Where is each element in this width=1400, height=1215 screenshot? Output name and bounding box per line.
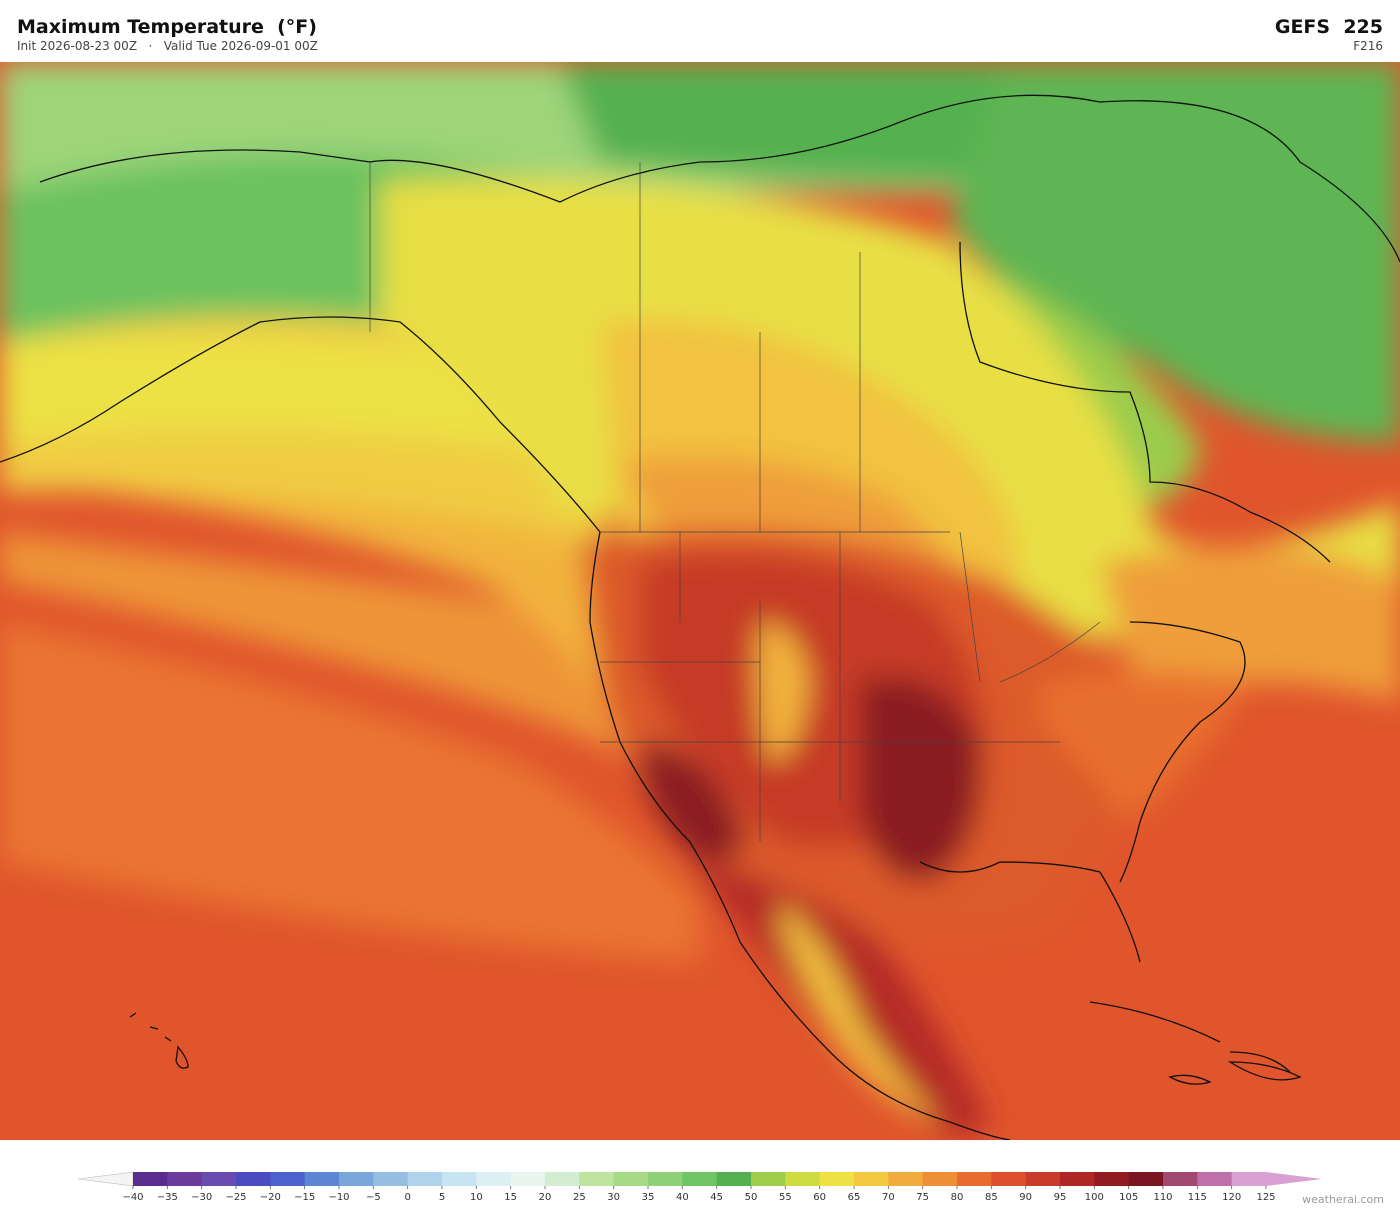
colorbar-bin — [270, 1172, 306, 1186]
colorbar-tick-label: 110 — [1153, 1192, 1172, 1203]
colorbar: −40 −35 −30 −25 −20 −15 −10 −5 0 5 10 15 20 25 30 35 40 4… — [77, 1171, 1322, 1203]
colorbar-tick-label: −40 — [122, 1192, 143, 1203]
colorbar-tick-label: −10 — [328, 1192, 349, 1203]
colorbar-bin — [476, 1172, 512, 1186]
colorbar-tick-label: 60 — [813, 1192, 826, 1203]
credit: weatherai.com — [1302, 1193, 1384, 1206]
colorbar-tick-label: 105 — [1119, 1192, 1138, 1203]
colorbar-bin — [716, 1172, 752, 1186]
colorbar-tick-label: 5 — [439, 1192, 445, 1203]
colorbar-bin — [888, 1172, 924, 1186]
temperature-field — [0, 62, 1400, 1140]
colorbar-bin — [201, 1172, 237, 1186]
map — [0, 62, 1400, 1140]
colorbar-tick-label: 25 — [573, 1192, 586, 1203]
colorbar-bin — [579, 1172, 615, 1186]
colorbar-tick-label: 120 — [1222, 1192, 1241, 1203]
borders — [369, 162, 1101, 842]
colorbar-tick-label: −30 — [191, 1192, 212, 1203]
colorbar-tick-label: 115 — [1188, 1192, 1207, 1203]
colorbar-tick-label: 85 — [985, 1192, 998, 1203]
colorbar-tick-label: −15 — [294, 1192, 315, 1203]
colorbar-bin — [991, 1172, 1027, 1186]
colorbar-bin — [1128, 1172, 1164, 1186]
colorbar-tick-label: 30 — [607, 1192, 620, 1203]
colorbar-tick-label: 50 — [745, 1192, 758, 1203]
colorbar-bin — [819, 1172, 855, 1186]
colorbar-tick-label: −35 — [157, 1192, 178, 1203]
colorbar-tick-label: 40 — [676, 1192, 689, 1203]
subtitle: Init 2026-08-23 00Z · Valid Tue 2026-09-… — [17, 39, 318, 53]
colorbar-bin — [1060, 1172, 1095, 1186]
colorbar-bin — [510, 1172, 546, 1186]
colorbar-under — [77, 1171, 134, 1187]
colorbar-bin — [648, 1172, 683, 1186]
colorbar-bin — [613, 1172, 649, 1186]
colorbar-tick-label: −20 — [260, 1192, 281, 1203]
colorbar-tick-label: −5 — [366, 1192, 381, 1203]
coastline — [0, 94, 1400, 1140]
colorbar-bin — [545, 1172, 580, 1186]
colorbar-bin — [1197, 1172, 1233, 1186]
colorbar-tick-label: 0 — [404, 1192, 410, 1203]
colorbar-tick-label: 55 — [779, 1192, 792, 1203]
colorbar-tick-label: 65 — [848, 1192, 861, 1203]
colorbar-tick-label: 80 — [951, 1192, 964, 1203]
colorbar-bin — [922, 1172, 958, 1186]
colorbar-bin — [1025, 1172, 1061, 1186]
colorbar-tick-label: −25 — [225, 1192, 246, 1203]
colorbar-tick-label: 95 — [1054, 1192, 1067, 1203]
colorbar-bin — [304, 1172, 340, 1186]
colorbar-tick-label: 45 — [710, 1192, 723, 1203]
colorbar-bin — [1163, 1172, 1198, 1186]
colorbar-tick-label: 20 — [539, 1192, 552, 1203]
colorbar-tick-label: 90 — [1019, 1192, 1032, 1203]
colorbar-bin — [236, 1172, 271, 1186]
colorbar-bin — [373, 1172, 409, 1186]
colorbar-bin — [751, 1172, 786, 1186]
colorbar-tick-label: 15 — [504, 1192, 517, 1203]
colorbar-bin — [407, 1172, 443, 1186]
colorbar-tick-label: 35 — [642, 1192, 655, 1203]
separator: · — [148, 39, 153, 53]
title: Maximum Temperature (°F) — [17, 16, 317, 38]
colorbar-bin — [785, 1172, 821, 1186]
forecast-hour: F216 — [1353, 39, 1383, 53]
colorbar-tick-label: 70 — [882, 1192, 895, 1203]
islands — [129, 1012, 1302, 1085]
init-time: Init 2026-08-23 00Z — [17, 39, 138, 53]
colorbar-bin — [339, 1172, 374, 1186]
colorbar-tick-label: 10 — [470, 1192, 483, 1203]
colorbar-bin — [682, 1172, 718, 1186]
valid-time: Valid Tue 2026-09-01 00Z — [163, 39, 318, 53]
colorbar-bin — [442, 1172, 477, 1186]
model: GEFS 225 — [1274, 16, 1383, 38]
colorbar-over — [1266, 1172, 1322, 1186]
colorbar-bin — [957, 1172, 992, 1186]
colorbar-bin — [1094, 1172, 1130, 1186]
colorbar-bin — [133, 1172, 168, 1186]
colorbar-tick-label: 125 — [1256, 1192, 1275, 1203]
colorbar-bin — [854, 1172, 889, 1186]
colorbar-tick-label: 75 — [916, 1192, 929, 1203]
colorbar-bin — [167, 1172, 203, 1186]
colorbar-tick-label: 100 — [1085, 1192, 1104, 1203]
colorbar-bin — [1231, 1172, 1267, 1186]
